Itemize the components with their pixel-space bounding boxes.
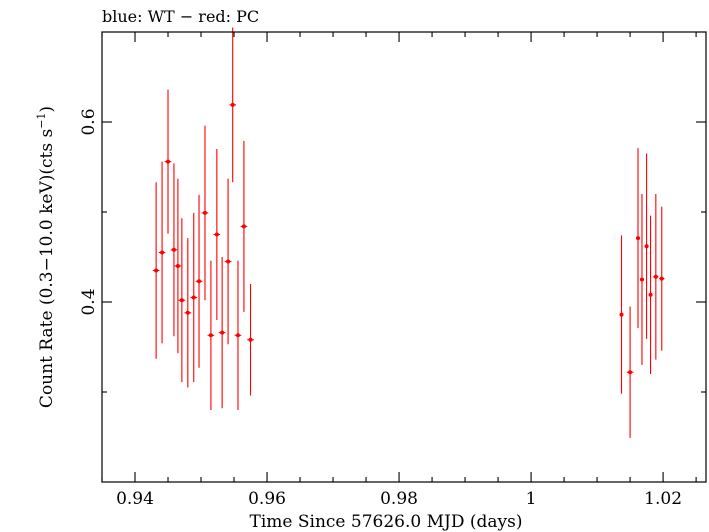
data-marker (648, 292, 653, 297)
x-axis-label: Time Since 57626.0 MJD (days) (250, 512, 523, 532)
y-axis-label: Count Rate (0.3−10.0 keV)(cts s−1) (35, 106, 57, 408)
chart-title: blue: WT − red: PC (102, 7, 259, 26)
data-point (158, 161, 166, 344)
data-point (619, 235, 624, 394)
x-tick-label: 0.98 (380, 489, 418, 509)
data-point (218, 257, 226, 409)
data-marker (191, 295, 196, 300)
data-marker (208, 333, 213, 338)
data-marker (659, 276, 664, 281)
data-marker (248, 337, 253, 342)
data-marker (166, 159, 171, 164)
y-tick-label: 0.6 (79, 108, 99, 135)
data-marker (644, 244, 649, 249)
data-marker (171, 247, 176, 252)
x-tick-label: 0.96 (248, 489, 286, 509)
data-point (207, 260, 215, 410)
data-point (213, 149, 221, 320)
data-point (170, 163, 178, 337)
data-point (659, 206, 665, 351)
data-point (174, 178, 182, 354)
data-point (626, 306, 634, 438)
x-tick-label: 0.94 (116, 489, 154, 509)
data-point (247, 284, 254, 396)
data-marker (220, 330, 225, 335)
data-point (164, 89, 172, 234)
data-marker (154, 268, 159, 273)
y-axis-label-main: Count Rate (0.3−10.0 keV)(cts s (37, 129, 57, 408)
axis-ticks: 0.94 0.96 0.98 1 1.02 0.4 0.6 (79, 32, 706, 509)
data-marker (202, 210, 207, 215)
data-point (229, 27, 237, 183)
data-point (178, 218, 186, 383)
data-marker (235, 333, 240, 338)
data-marker (636, 236, 641, 241)
data-point (234, 260, 242, 410)
y-tick-label: 0.4 (79, 288, 99, 315)
x-tick-label: 1 (526, 489, 537, 509)
y-axis-label-superscript: −1 (35, 113, 48, 129)
data-point (152, 182, 160, 359)
data-marker (179, 298, 184, 303)
data-marker (185, 310, 190, 315)
data-point (653, 194, 659, 360)
data-marker (197, 279, 202, 284)
data-marker (226, 259, 231, 264)
data-marker (619, 312, 624, 317)
data-points (152, 27, 665, 438)
data-point (639, 194, 644, 365)
data-point (195, 194, 203, 368)
data-point (644, 153, 649, 339)
data-point (224, 178, 232, 345)
x-tick-label: 1.02 (644, 489, 682, 509)
data-marker (160, 250, 165, 255)
data-marker (241, 224, 246, 229)
data-marker (653, 274, 658, 279)
plot-frame (101, 31, 707, 483)
data-point (201, 125, 209, 301)
data-point (184, 238, 192, 388)
data-marker (628, 370, 633, 375)
data-point (636, 148, 641, 329)
data-marker (214, 232, 219, 237)
data-marker (639, 277, 644, 282)
data-marker (175, 264, 180, 268)
data-point (190, 212, 198, 383)
data-point (648, 215, 653, 374)
data-marker (230, 102, 235, 107)
data-point (240, 140, 248, 312)
y-axis-label-end: ) (37, 106, 57, 113)
